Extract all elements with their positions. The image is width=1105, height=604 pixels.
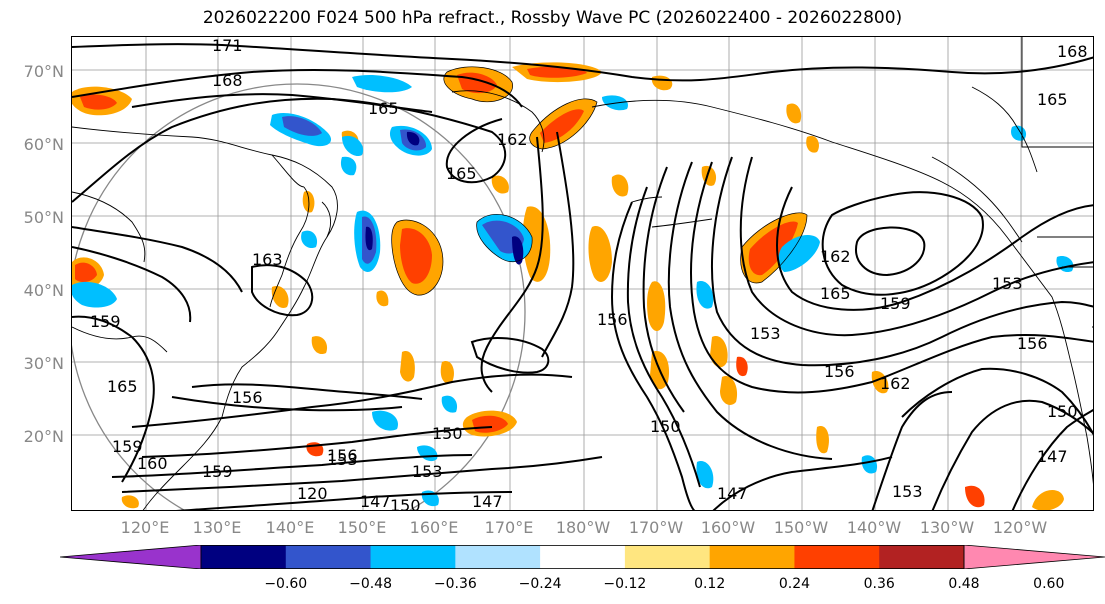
contour-label: 156 xyxy=(597,310,628,329)
contour-label: 162 xyxy=(820,247,851,266)
lon-label-140e: 140°E xyxy=(265,518,315,537)
contour-label: 165 xyxy=(368,99,399,118)
contour-label: 153 xyxy=(412,462,443,481)
contour-label: 160 xyxy=(137,454,168,473)
lon-label-130e: 130°E xyxy=(192,518,242,537)
contour-label: 147 xyxy=(360,492,391,511)
lat-label-70n: 70°N xyxy=(23,62,64,81)
map-canvas: 171 168 165 162 165 163 162 165 159 153 … xyxy=(72,37,1093,511)
contour-label: 171 xyxy=(212,37,243,55)
contour-label: 156 xyxy=(327,446,358,465)
lon-label-150w: 150°W xyxy=(773,518,829,537)
contours xyxy=(72,43,1093,510)
contour-label: 150 xyxy=(1047,402,1078,421)
contour-label: 153 xyxy=(327,450,358,469)
colorbar-segment xyxy=(370,545,456,569)
contour-label: 147 xyxy=(1037,447,1068,466)
lon-label-120w: 120°W xyxy=(992,518,1048,537)
colorbar-tick-label: −0.12 xyxy=(603,576,647,592)
colorbar-segment xyxy=(794,545,880,569)
anomaly-outlines xyxy=(391,66,808,296)
contour-label: 150 xyxy=(390,496,421,511)
colorbar-segment xyxy=(285,545,372,569)
colorbar-segment xyxy=(879,545,965,569)
contour-label: 163 xyxy=(252,250,283,269)
lat-label-30n: 30°N xyxy=(23,354,64,373)
contour-label: 153 xyxy=(892,482,923,501)
colorbar-segment xyxy=(709,545,795,569)
contour-label: 147 xyxy=(717,484,748,503)
lon-label-180w: 180°W xyxy=(555,518,611,537)
colorbar xyxy=(59,544,1105,570)
contour-label: 150 xyxy=(650,417,681,436)
colorbar-tick-label: 0.60 xyxy=(1033,576,1065,592)
contour-label: 153 xyxy=(750,324,781,343)
contour-labels: 171 168 165 162 165 163 162 165 159 153 … xyxy=(90,37,1088,511)
colorbar-tick-label: −0.36 xyxy=(433,576,477,592)
contour-label: 120 xyxy=(297,484,328,503)
colorbar-segment xyxy=(540,545,626,569)
contour-label: 153 xyxy=(992,274,1023,293)
contour-label: 156 xyxy=(824,362,855,381)
map-title: 2026022200 F024 500 hPa refract., Rossby… xyxy=(202,8,903,28)
lon-label-170e: 170°E xyxy=(484,518,534,537)
colorbar-extend-low xyxy=(59,544,202,570)
contour-label: 150 xyxy=(432,424,463,443)
contour-label: 159 xyxy=(880,294,911,313)
contour-label: 147 xyxy=(472,492,503,511)
map-panel: 171 168 165 162 165 163 162 165 159 153 … xyxy=(71,36,1094,511)
contour-label: 165 xyxy=(1037,90,1068,109)
colorbar-tick-label: −0.48 xyxy=(349,576,392,592)
colorbar-svg xyxy=(59,544,1105,570)
contour-label: 168 xyxy=(1057,42,1088,61)
colorbar-segment xyxy=(455,545,541,569)
contour-label: 162 xyxy=(880,374,911,393)
colorbar-tick-label: 0.24 xyxy=(778,576,811,592)
lat-label-50n: 50°N xyxy=(23,208,64,227)
lon-label-160w: 160°W xyxy=(700,518,756,537)
lon-label-170w: 170°W xyxy=(628,518,684,537)
contour-label: 159 xyxy=(202,462,233,481)
contour-label: 162 xyxy=(497,130,528,149)
colorbar-extend-high xyxy=(963,544,1105,570)
colorbar-segment xyxy=(624,545,711,569)
contour-label: 165 xyxy=(446,164,477,183)
contour-label: 159 xyxy=(90,312,121,331)
contour-label: 156 xyxy=(1017,334,1048,353)
lat-label-60n: 60°N xyxy=(23,135,64,154)
lon-label-140w: 140°W xyxy=(846,518,902,537)
contour-label: 165 xyxy=(107,377,138,396)
colorbar-tick-label: 0.48 xyxy=(948,576,980,592)
lon-label-150e: 150°E xyxy=(337,518,387,537)
colorbar-tick-label: −0.60 xyxy=(264,576,308,592)
reference-circle xyxy=(72,83,526,510)
lon-label-160e: 160°E xyxy=(409,518,459,537)
lon-label-120e: 120°E xyxy=(120,518,170,537)
colorbar-tick-label: 0.36 xyxy=(863,576,895,592)
contour-label: 168 xyxy=(212,71,243,90)
colorbar-tick-label: −0.24 xyxy=(518,576,562,592)
contour-label: 165 xyxy=(820,284,851,303)
contour-label: 159 xyxy=(112,437,143,456)
lat-label-20n: 20°N xyxy=(23,427,64,446)
contour-label: 156 xyxy=(232,388,263,407)
lat-label-40n: 40°N xyxy=(23,281,64,300)
colorbar-segment xyxy=(201,545,287,569)
colorbar-tick-label: 0.12 xyxy=(694,576,726,592)
lon-label-130w: 130°W xyxy=(919,518,975,537)
